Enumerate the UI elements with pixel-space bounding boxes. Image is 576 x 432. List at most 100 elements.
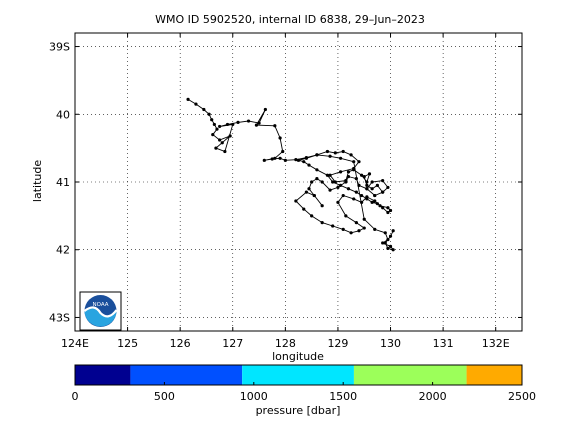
- colorbar-label: pressure [dbar]: [256, 404, 341, 417]
- trajectory-point: [210, 118, 214, 122]
- trajectory-point: [263, 107, 267, 112]
- trajectory-point: [328, 173, 332, 177]
- trajectory-point: [214, 146, 218, 150]
- trajectory-point: [352, 160, 356, 164]
- colorbar-tick-label: 2000: [419, 390, 447, 403]
- trajectory-point: [388, 208, 393, 213]
- trajectory-point: [391, 248, 395, 252]
- trajectory-point: [236, 120, 240, 124]
- trajectory-point: [228, 134, 232, 138]
- x-tick-label: 125: [117, 337, 138, 350]
- trajectory-point: [352, 168, 356, 172]
- trajectory-point: [281, 149, 285, 154]
- trajectory-point: [388, 234, 393, 238]
- trajectory-point: [360, 193, 364, 198]
- trajectory-point: [304, 190, 308, 194]
- x-tick-label: 126: [170, 337, 191, 350]
- x-tick-label: 128: [275, 337, 296, 350]
- colorbar-tick-label: 0: [72, 390, 79, 403]
- trajectory-point: [391, 229, 395, 233]
- trajectory-point: [357, 160, 361, 164]
- trajectory-point: [354, 190, 358, 194]
- y-tick-label: 39S: [49, 41, 70, 54]
- trajectory-point: [349, 231, 353, 235]
- trajectory-point: [362, 217, 366, 221]
- trajectory-point: [320, 204, 324, 208]
- trajectory-point: [320, 180, 324, 184]
- x-tick-label: 124E: [61, 337, 89, 350]
- trajectory-point: [338, 156, 343, 160]
- trajectory-point: [352, 197, 356, 201]
- trajectory-point: [336, 200, 340, 204]
- trajectory-point: [386, 237, 390, 242]
- trajectory-point: [346, 187, 351, 191]
- colorbar-tick-label: 1000: [240, 390, 268, 403]
- trajectory-point: [336, 185, 340, 190]
- trajectory-point: [294, 199, 298, 203]
- trajectory-point: [315, 177, 319, 181]
- trajectory-point: [386, 206, 390, 210]
- trajectory-point: [211, 132, 215, 137]
- plot-area: 124E 125 126 127 128 129 130 131 132E 39S 40 41 42 43…: [49, 32, 523, 350]
- trajectory-point: [246, 119, 251, 123]
- trajectory-point: [302, 207, 306, 211]
- trajectory-point: [312, 193, 316, 198]
- x-tick-label: 131: [433, 337, 454, 350]
- trajectory-point: [367, 172, 372, 176]
- trajectory-point: [257, 121, 261, 125]
- trajectory-point: [218, 138, 222, 142]
- trajectory-point: [381, 179, 385, 183]
- trajectory-point: [373, 193, 377, 198]
- trajectory-point: [333, 180, 337, 184]
- trajectory-point: [220, 141, 224, 145]
- trajectory-point: [194, 102, 198, 106]
- trajectory-point: [375, 183, 379, 187]
- trajectory-point: [296, 158, 301, 162]
- trajectory-point: [315, 168, 319, 172]
- trajectory-point: [215, 127, 219, 131]
- trajectory-point: [325, 173, 330, 177]
- noaa-logo-icon: NOAA: [79, 291, 122, 331]
- x-tick-label: 130: [380, 337, 401, 350]
- y-tick-label: 40: [56, 108, 70, 121]
- trajectory-point: [381, 206, 385, 210]
- colorbar-band: [466, 365, 522, 385]
- trajectory-point: [341, 149, 345, 154]
- colorbar-band: [130, 365, 243, 385]
- trajectory-point: [338, 183, 343, 187]
- y-tick-label: 41: [56, 176, 70, 189]
- trajectory-point: [375, 202, 379, 206]
- trajectory-point: [370, 180, 374, 184]
- trajectory-point: [273, 124, 277, 128]
- trajectory-point: [207, 112, 211, 116]
- trajectory-point: [357, 183, 361, 187]
- trajectory-point: [365, 183, 369, 187]
- trajectory-point: [218, 124, 222, 129]
- trajectory-point: [231, 122, 235, 127]
- trajectory-point: [365, 197, 369, 201]
- trajectory-point: [186, 97, 190, 101]
- trajectory-point: [320, 221, 324, 225]
- trajectory-point: [383, 241, 387, 245]
- y-tick-label: 43S: [49, 311, 70, 324]
- trajectory-point: [307, 187, 311, 191]
- trajectory-point: [307, 163, 311, 167]
- x-tick-label: 129: [327, 337, 348, 350]
- trajectory-point: [381, 190, 385, 194]
- trajectory-point: [381, 241, 385, 245]
- trajectory-point: [212, 122, 216, 127]
- trajectory-point: [346, 174, 351, 179]
- trajectory-point: [325, 149, 330, 154]
- colorbar-band: [353, 365, 467, 385]
- trajectory-point: [354, 221, 358, 225]
- trajectory-point: [262, 158, 266, 162]
- trajectory-point: [315, 153, 319, 157]
- x-tick-label: 127: [222, 337, 243, 350]
- x-axis-label: longitude: [272, 350, 324, 363]
- trajectory-point: [344, 214, 348, 218]
- trajectory-point: [370, 187, 374, 191]
- trajectory-point: [383, 231, 387, 235]
- trajectory-point: [362, 174, 366, 179]
- trajectory-point: [378, 204, 382, 208]
